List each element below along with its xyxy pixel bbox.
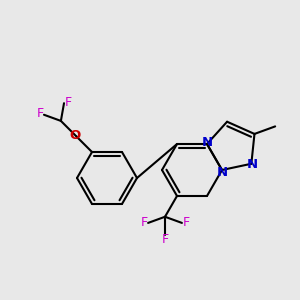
Text: N: N xyxy=(247,158,258,171)
Text: F: F xyxy=(140,216,148,230)
Text: N: N xyxy=(216,167,228,179)
Text: O: O xyxy=(70,129,81,142)
Text: N: N xyxy=(201,136,213,148)
Text: F: F xyxy=(161,233,169,246)
Text: F: F xyxy=(36,107,43,120)
Text: F: F xyxy=(182,216,190,230)
Text: F: F xyxy=(64,96,72,109)
